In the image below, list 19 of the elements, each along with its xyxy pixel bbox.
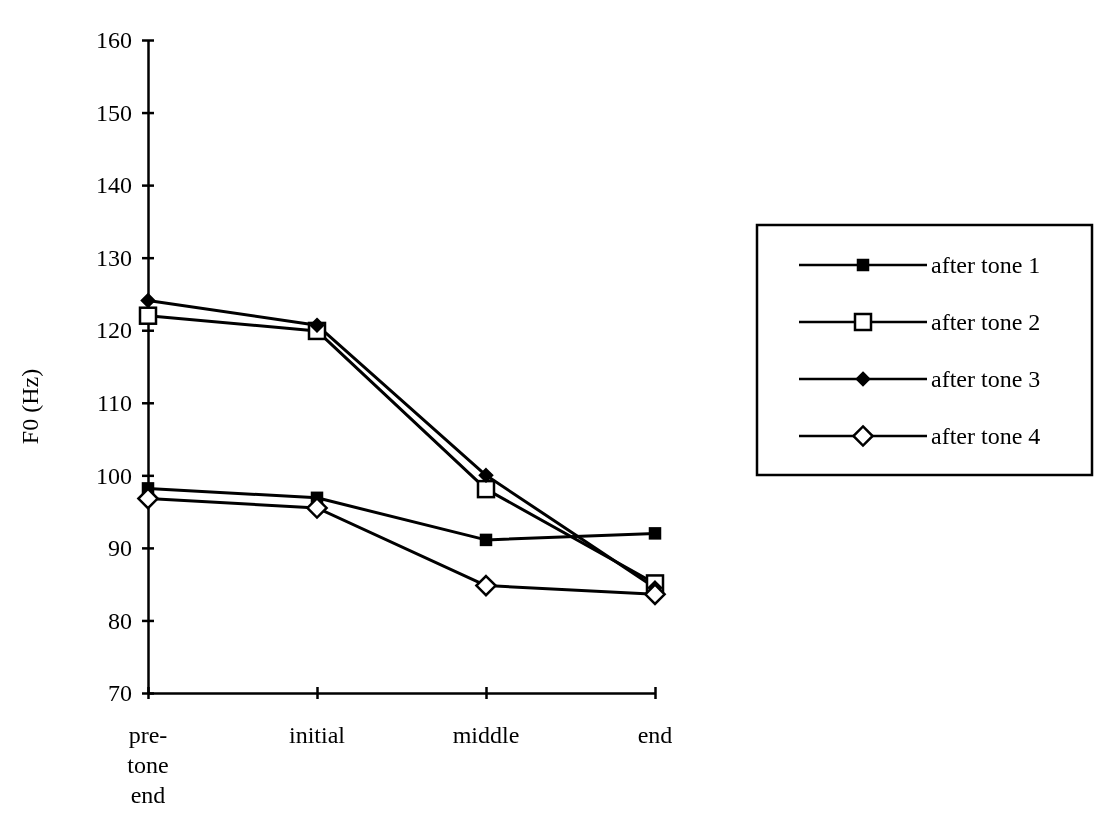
x-tick-label: middle	[452, 722, 520, 748]
y-tick-label: 90	[108, 535, 132, 562]
x-tick-label: pre-tone end	[127, 722, 169, 808]
text: after tone 3	[931, 366, 1041, 392]
text: after tone 2	[931, 309, 1041, 335]
y-tick-label: 100	[96, 462, 132, 489]
y-tick-label: 130	[96, 244, 132, 271]
text: after tone 4	[931, 423, 1041, 449]
x-tick-label: initial	[289, 722, 346, 748]
y-tick-label: 160	[96, 27, 132, 54]
y-tick-label: 120	[96, 317, 132, 344]
y-tick-label: 150	[96, 99, 132, 126]
text: after tone 1	[931, 252, 1041, 278]
y-tick-label: 110	[96, 389, 132, 416]
y-tick-label: 140	[96, 172, 132, 199]
x-tick-label: end	[637, 722, 673, 748]
y-axis-title: F0 (Hz)	[17, 368, 43, 445]
y-tick-label: 80	[108, 607, 132, 634]
y-tick-label: 70	[108, 680, 132, 707]
